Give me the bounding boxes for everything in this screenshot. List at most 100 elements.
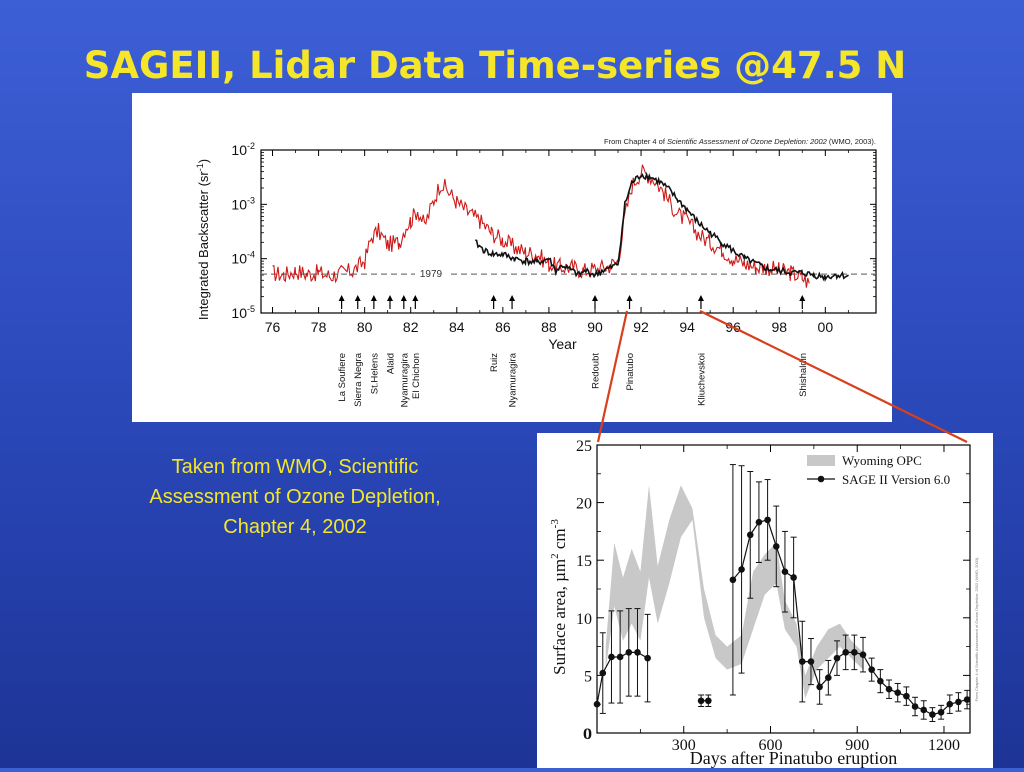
sage-point bbox=[903, 692, 910, 700]
x-tick-label: 86 bbox=[495, 319, 511, 335]
eruption-arrow-head bbox=[370, 295, 377, 301]
x-tick-label: 82 bbox=[403, 319, 419, 335]
y-tick-label: 25 bbox=[576, 438, 592, 455]
eruption-arrow-head bbox=[400, 295, 407, 301]
surface-area-chart-panel: 0 5 10 15 20 25 Surface area, µm2 cm-3 300 600 90… bbox=[537, 433, 993, 768]
x-tick-label: 92 bbox=[633, 319, 649, 335]
sage-point bbox=[963, 696, 971, 703]
opc-band bbox=[605, 485, 863, 699]
sage-point bbox=[946, 700, 954, 708]
backscatter-chart: From Chapter 4 of Scientific Assessment … bbox=[195, 137, 877, 407]
eruption-label: Redoubt bbox=[590, 353, 601, 389]
reference-label-bg bbox=[415, 266, 447, 279]
surface-area-chart: 0 5 10 15 20 25 Surface area, µm2 cm-3 300 600 90… bbox=[549, 438, 979, 768]
eruption-label: Ruiz bbox=[489, 353, 500, 372]
sage-point bbox=[705, 697, 712, 705]
sage-point bbox=[833, 654, 841, 662]
legend-label-opc: Wyoming OPC bbox=[842, 453, 922, 468]
legend-marker-sage bbox=[817, 475, 825, 483]
x-origin-label: 0 bbox=[583, 726, 591, 743]
x-tick-label: 84 bbox=[449, 319, 465, 335]
sage-point bbox=[746, 531, 754, 539]
sage-point bbox=[625, 649, 633, 656]
y-tick-label: 15 bbox=[576, 553, 592, 570]
plot-frame bbox=[260, 149, 877, 314]
y-tick-label: 10-2 bbox=[231, 141, 255, 158]
sage-point bbox=[729, 576, 737, 584]
x-tick-label: 600 bbox=[758, 737, 782, 754]
sage-point bbox=[920, 706, 928, 714]
sage-point bbox=[772, 543, 780, 550]
sage-point bbox=[764, 516, 771, 524]
sage-point bbox=[842, 649, 849, 656]
y-axis-label: Integrated Backscatter (sr-1) bbox=[195, 159, 211, 320]
sage-point bbox=[755, 518, 763, 526]
backscatter-chart-panel: From Chapter 4 of Scientific Assessment … bbox=[132, 93, 892, 422]
sage-point bbox=[877, 677, 884, 685]
y-tick-label: 10-5 bbox=[231, 304, 255, 321]
eruption-label: Shishaldin bbox=[798, 353, 809, 397]
x-tick-label: 94 bbox=[679, 319, 695, 335]
sage-point bbox=[885, 685, 893, 693]
x-tick-label: 98 bbox=[771, 319, 787, 335]
sage-point bbox=[851, 649, 858, 656]
sage-point bbox=[937, 708, 945, 716]
x-tick-label: 900 bbox=[845, 737, 869, 754]
eruption-label: La Soufiere bbox=[337, 353, 348, 402]
sage-point bbox=[738, 566, 745, 573]
x-tick-label: 96 bbox=[725, 319, 741, 335]
eruption-label: Nyamuragira bbox=[508, 352, 519, 407]
sage-point bbox=[634, 649, 641, 656]
sage-point bbox=[807, 658, 815, 665]
sage-point bbox=[798, 658, 806, 665]
y-tick-label: 5 bbox=[584, 668, 592, 685]
eruption-label: Kliuchevskoi bbox=[696, 353, 707, 406]
source-note: From Chapter 4 of Scientific Assessment … bbox=[604, 137, 876, 146]
caption-line-2: Assessment of Ozone Depletion, bbox=[149, 486, 441, 508]
y-tick-label: 0 bbox=[584, 726, 592, 743]
sage-point bbox=[697, 697, 705, 705]
eruption-arrow-head bbox=[354, 295, 361, 301]
legend-swatch-opc bbox=[807, 455, 835, 466]
series-line-lidar bbox=[272, 164, 810, 288]
y-tick-label: 10-3 bbox=[231, 195, 255, 212]
slide-title: SAGEII, Lidar Data Time-series @47.5 N bbox=[83, 44, 907, 87]
y-axis-label: Surface area, µm2 cm-3 bbox=[549, 519, 569, 675]
eruption-arrow-head bbox=[626, 295, 633, 301]
eruption-arrow-head bbox=[338, 295, 345, 301]
eruption-label: Alaid bbox=[385, 353, 396, 374]
eruption-arrow-head bbox=[412, 295, 419, 301]
x-tick-label: 90 bbox=[587, 319, 603, 335]
sage-point bbox=[616, 653, 624, 661]
sage-point bbox=[781, 568, 789, 576]
eruption-label: Nyamuragira bbox=[399, 352, 410, 407]
x-tick-label: 76 bbox=[265, 319, 281, 335]
x-tick-label: 88 bbox=[541, 319, 557, 335]
x-tick-label: 80 bbox=[357, 319, 373, 335]
eruption-arrow-head bbox=[509, 295, 516, 301]
sage-point bbox=[929, 711, 936, 718]
sage-point bbox=[911, 703, 919, 710]
eruption-label: El Chichon bbox=[411, 353, 422, 399]
x-axis-label: Year bbox=[548, 336, 577, 352]
y-tick-label: 20 bbox=[576, 496, 592, 513]
sage-point bbox=[868, 666, 875, 673]
y-tick-label: 10-4 bbox=[231, 250, 255, 267]
y-tick-label: 10 bbox=[576, 611, 592, 628]
sage-point bbox=[825, 674, 832, 682]
sage-point bbox=[593, 700, 601, 708]
sage-point bbox=[608, 653, 615, 661]
sage-point bbox=[859, 651, 867, 658]
caption-line-3: Chapter 4, 2002 bbox=[223, 516, 367, 538]
sage-point bbox=[644, 654, 651, 662]
eruption-arrow-head bbox=[591, 295, 598, 301]
eruption-arrow-head bbox=[490, 295, 497, 301]
reference-line-label: 1979 bbox=[420, 269, 443, 280]
sage-line bbox=[732, 519, 968, 716]
series-line-sage bbox=[475, 171, 849, 282]
side-source-note: From Chapter 4 of Scientific Assessment … bbox=[974, 557, 979, 702]
eruption-arrow-head bbox=[697, 295, 704, 301]
eruption-label: Pinatubo bbox=[625, 353, 636, 391]
sage-point bbox=[599, 669, 607, 677]
sage-point bbox=[816, 683, 823, 691]
